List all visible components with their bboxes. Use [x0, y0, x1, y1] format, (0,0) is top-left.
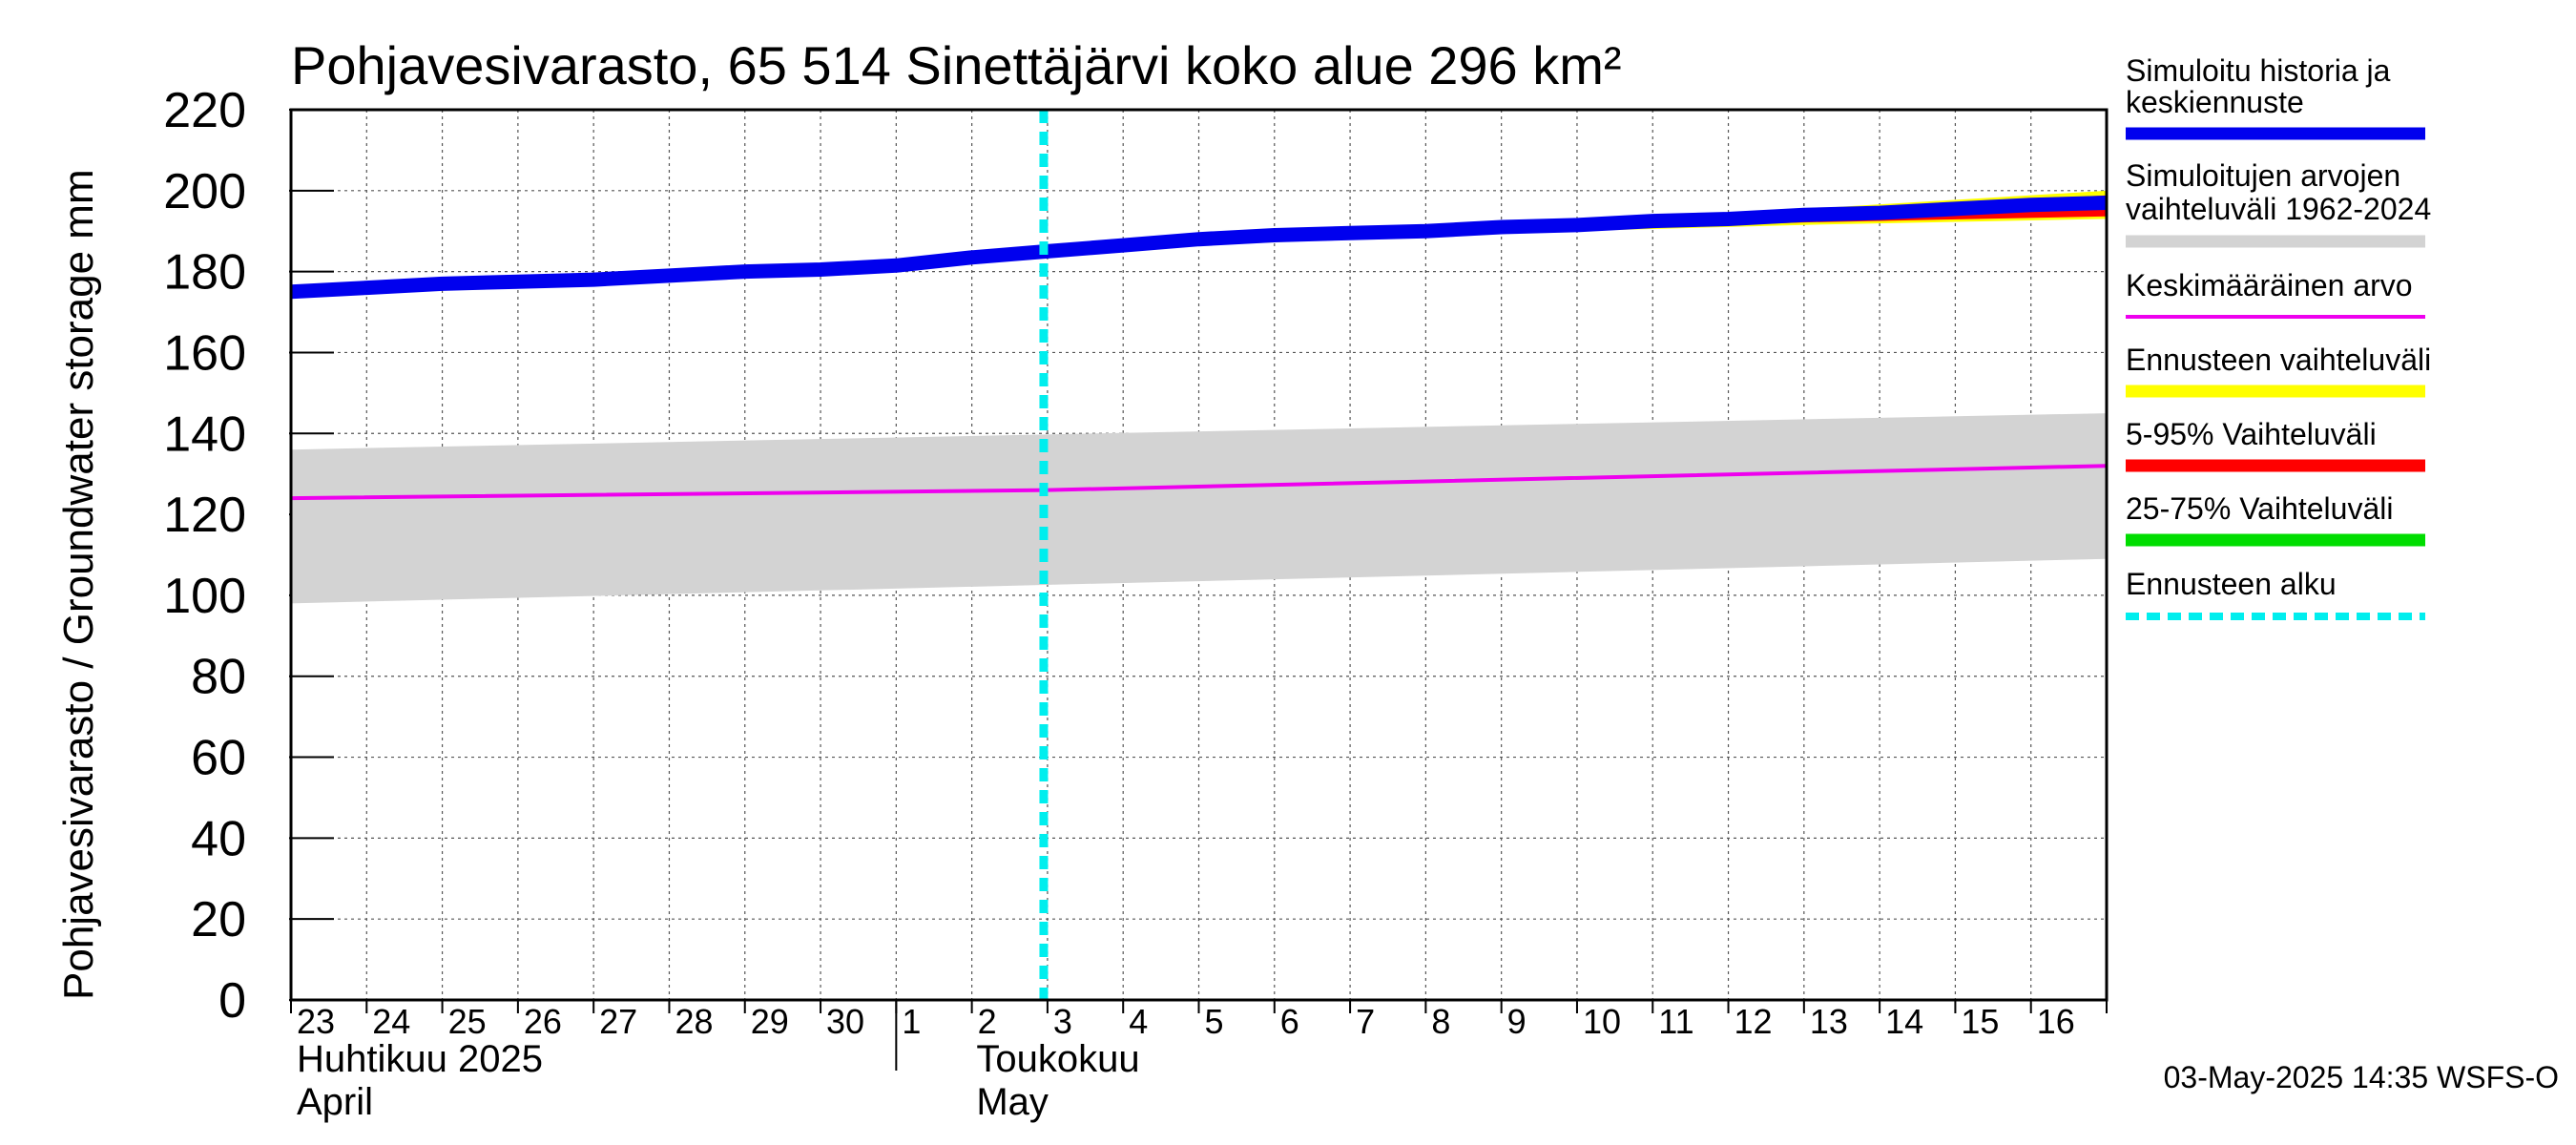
legend-label: Simuloitu historia ja [2126, 53, 2391, 88]
legend-label: vaihteluväli 1962-2024 [2126, 192, 2431, 226]
x-tick-label: 9 [1507, 1002, 1527, 1041]
legend-item: Keskimääräinen arvo [2126, 268, 2425, 319]
month-label-en: May [976, 1081, 1049, 1123]
y-tick-label: 120 [163, 488, 246, 543]
x-tick-label: 24 [372, 1002, 410, 1041]
y-tick-label: 140 [163, 406, 246, 462]
month-label-fi: Toukokuu [976, 1038, 1139, 1080]
x-tick-label: 11 [1658, 1002, 1693, 1041]
grid-lines [289, 109, 2108, 1013]
x-tick-label: 15 [1961, 1002, 1999, 1041]
month-label-en: April [297, 1081, 373, 1123]
plot-frame [289, 108, 2109, 1002]
legend-item: 5-95% Vaihteluväli [2126, 417, 2425, 472]
legend-label: Simuloitujen arvojen [2126, 158, 2400, 193]
simulated-history-forecast-line [291, 196, 2107, 300]
x-tick-label: 6 [1280, 1002, 1299, 1041]
x-tick-label: 28 [675, 1002, 713, 1041]
x-tick-label: 7 [1356, 1002, 1375, 1041]
y-tick-label: 0 [218, 973, 246, 1029]
x-tick-label: 4 [1129, 1002, 1148, 1041]
y-axis-label: Pohjavesivarasto / Groundwater storage m… [55, 169, 102, 1000]
x-tick-label: 25 [448, 1002, 487, 1041]
y-tick-label: 20 [191, 892, 246, 947]
chart-title: Pohjavesivarasto, 65 514 Sinettäjärvi ko… [291, 35, 1622, 95]
legend-label: 25-75% Vaihteluväli [2126, 491, 2393, 526]
x-tick-label: 1 [902, 1002, 921, 1041]
x-tick-label: 29 [751, 1002, 789, 1041]
y-tick-label: 180 [163, 245, 246, 301]
x-tick-label: 30 [826, 1002, 864, 1041]
x-tick-label: 27 [599, 1002, 637, 1041]
x-tick-label: 10 [1583, 1002, 1621, 1041]
y-tick-label: 40 [191, 811, 246, 866]
x-tick-label: 13 [1810, 1002, 1848, 1041]
y-tick-label: 100 [163, 569, 246, 624]
y-tick-label: 200 [163, 164, 246, 219]
legend-label: Ennusteen vaihteluväli [2126, 343, 2431, 377]
legend-item: 25-75% Vaihteluväli [2126, 491, 2425, 547]
legend-label: keskiennuste [2126, 85, 2304, 119]
x-tick-label: 12 [1735, 1002, 1773, 1041]
data-layer [291, 190, 2107, 604]
legend: Simuloitu historia jakeskiennusteSimuloi… [2126, 53, 2431, 620]
y-tick-label: 160 [163, 325, 246, 381]
x-tick-label: 14 [1885, 1002, 1923, 1041]
x-tick-label: 5 [1205, 1002, 1224, 1041]
x-tick-label: 26 [524, 1002, 562, 1041]
timestamp-footer: 03-May-2025 14:35 WSFS-O [2164, 1060, 2559, 1094]
legend-item: Ennusteen alku [2126, 567, 2425, 620]
legend-label: 5-95% Vaihteluväli [2126, 417, 2377, 451]
legend-item: Ennusteen vaihteluväli [2126, 343, 2431, 398]
x-tick-label: 2 [978, 1002, 997, 1041]
x-tick-label: 3 [1053, 1002, 1072, 1041]
legend-label: Keskimääräinen arvo [2126, 268, 2413, 302]
y-tick-label: 80 [191, 650, 246, 705]
x-tick-label: 16 [2037, 1002, 2075, 1041]
x-tick-label: 8 [1431, 1002, 1450, 1041]
plot-area [289, 108, 2109, 1013]
y-tick-label: 220 [163, 83, 246, 138]
y-tick-label: 60 [191, 731, 246, 786]
x-tick-label: 23 [297, 1002, 335, 1041]
legend-label: Ennusteen alku [2126, 567, 2337, 601]
historical-range-band [291, 413, 2107, 604]
month-label-fi: Huhtikuu 2025 [297, 1038, 543, 1080]
